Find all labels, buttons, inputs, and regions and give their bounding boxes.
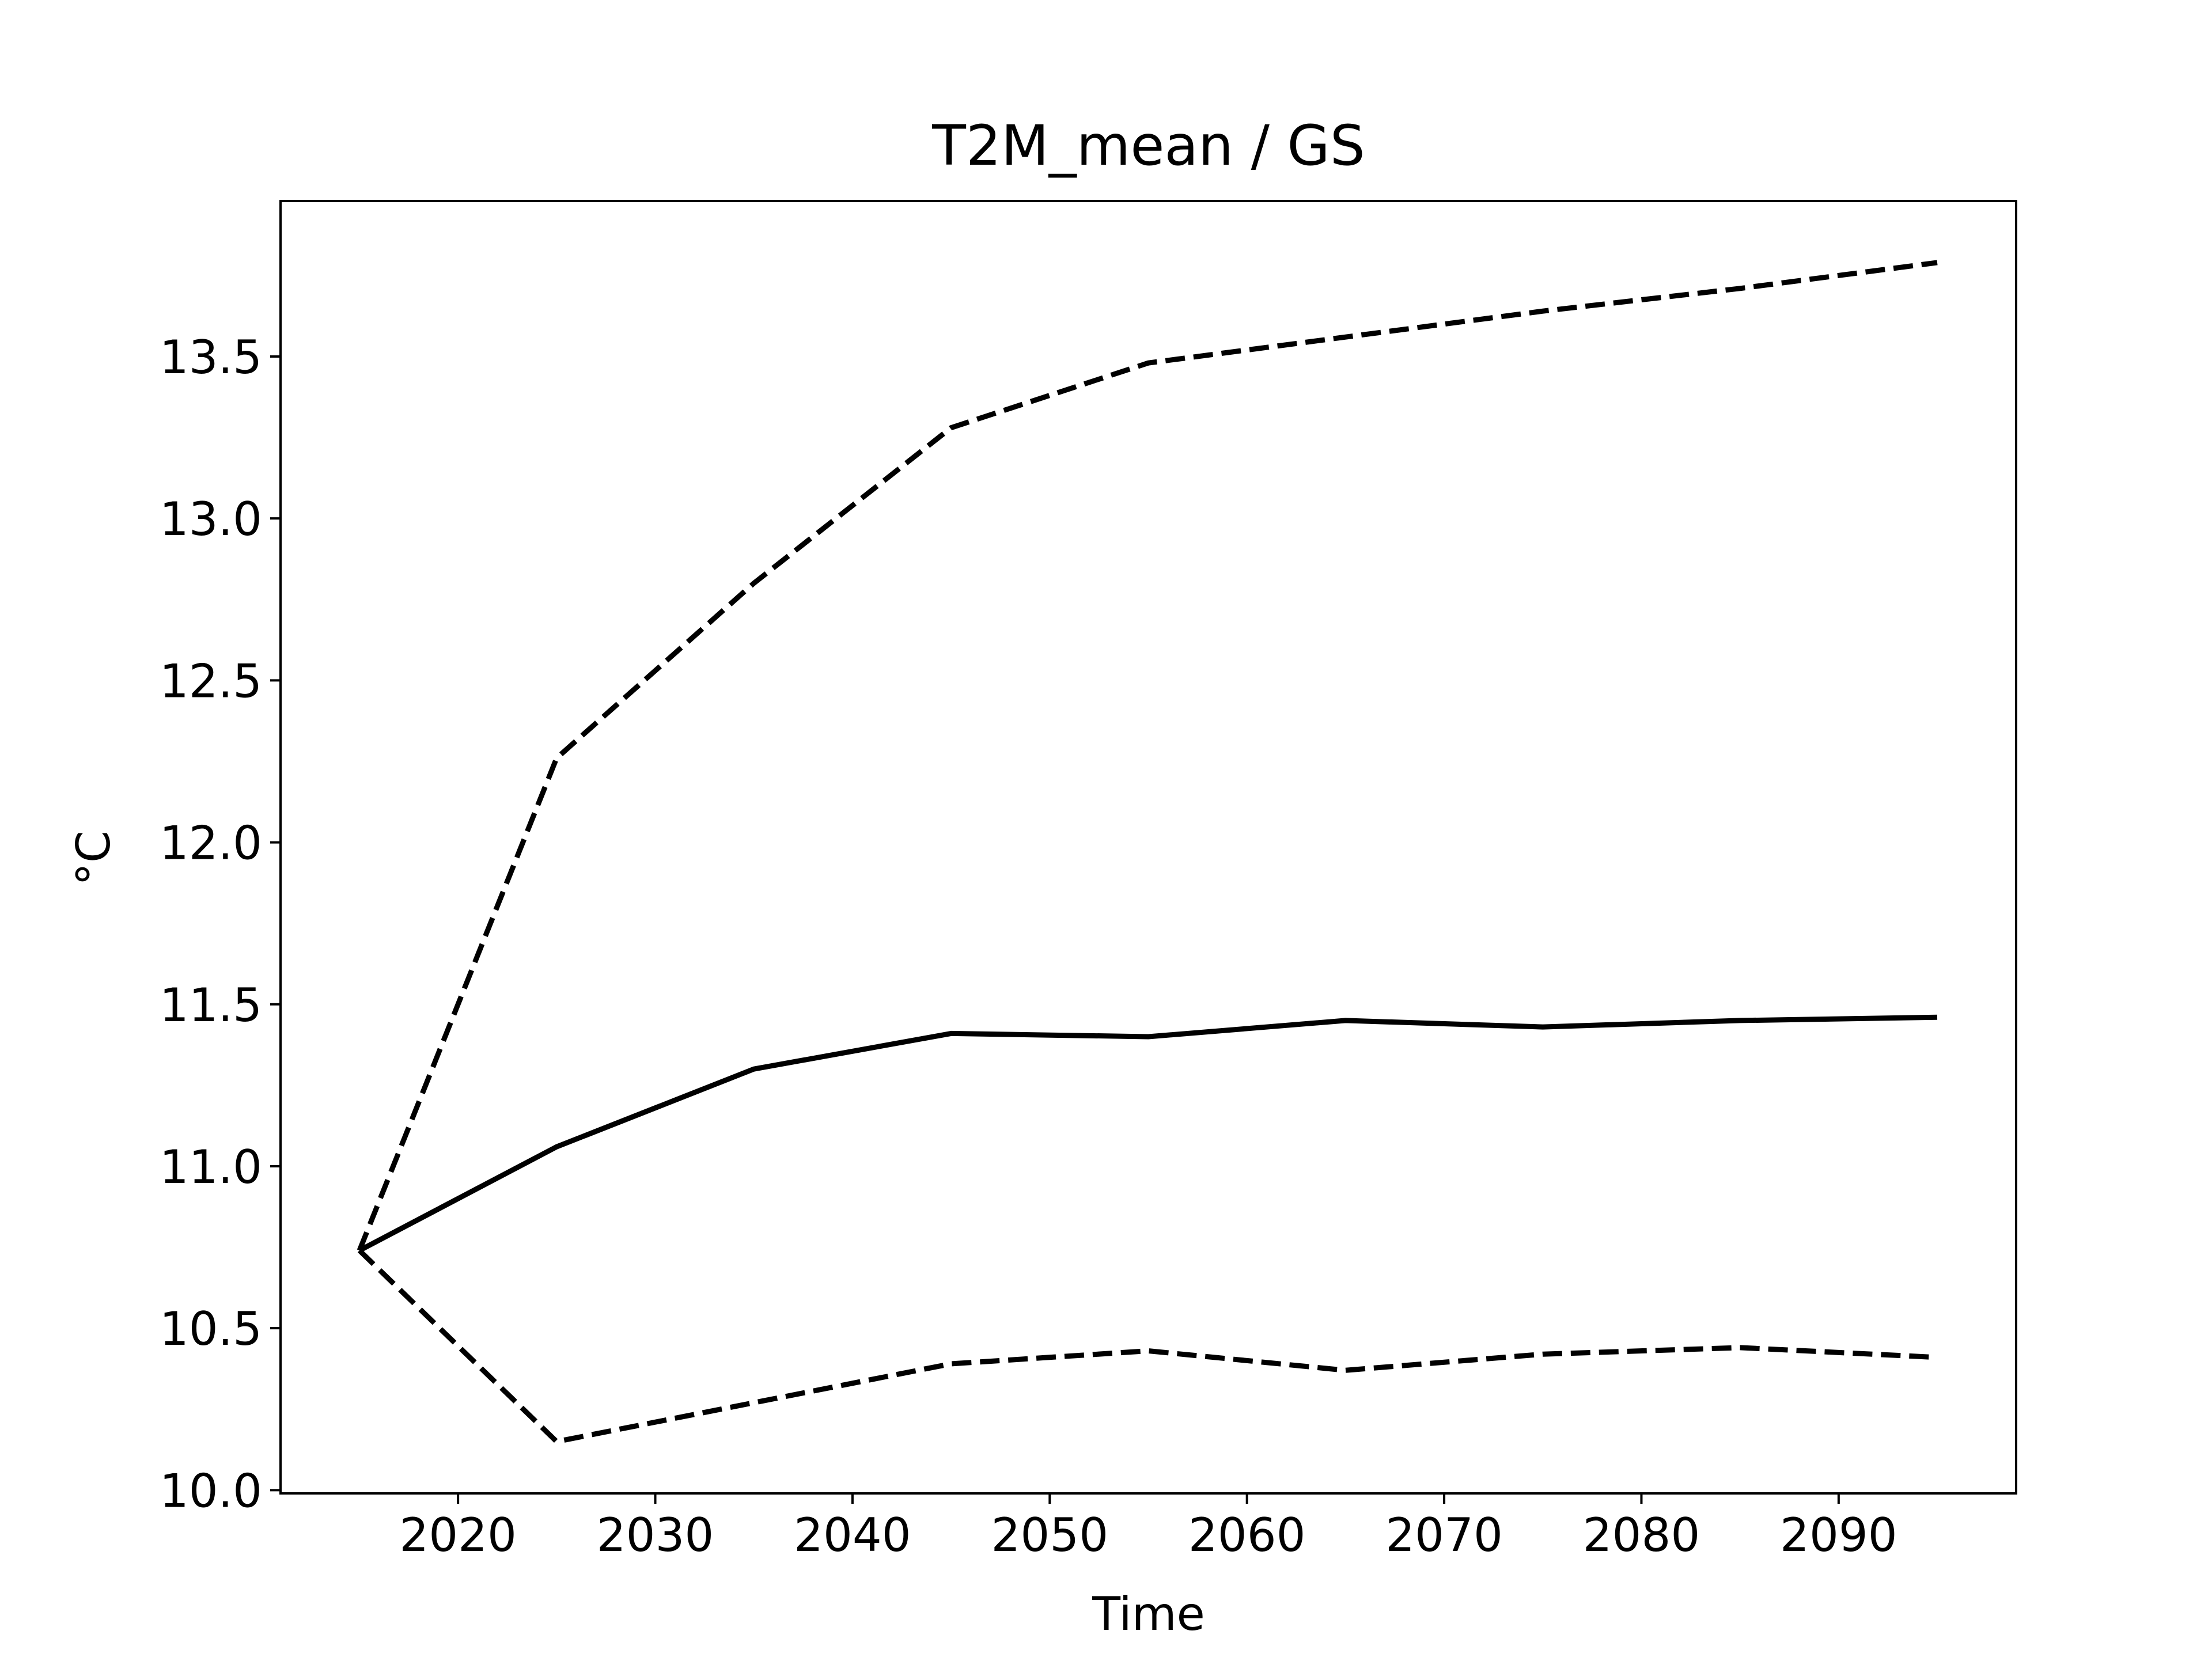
y-axis-label: °C bbox=[67, 830, 120, 886]
x-axis-label: Time bbox=[1092, 1587, 1205, 1641]
x-tick-label: 2050 bbox=[991, 1508, 1109, 1562]
y-tick-label: 11.0 bbox=[160, 1140, 262, 1194]
y-tick-label: 13.5 bbox=[160, 331, 262, 384]
x-tick-label: 2090 bbox=[1780, 1508, 1897, 1562]
series-line-2 bbox=[357, 1248, 1938, 1444]
x-tick-label: 2030 bbox=[597, 1508, 714, 1562]
x-tick-label: 2020 bbox=[399, 1508, 517, 1562]
plot-area: 2020 2030 2040 2050 2060 2070 2080 2090 10.0 10.5… bbox=[160, 200, 2017, 1562]
x-tick-label: 2080 bbox=[1583, 1508, 1700, 1562]
y-tick-label: 10.0 bbox=[160, 1464, 262, 1518]
x-tick-label: 2060 bbox=[1188, 1508, 1306, 1562]
y-tick-label: 13.0 bbox=[160, 492, 262, 546]
y-tick-label: 12.0 bbox=[160, 817, 262, 870]
y-tick-label: 10.5 bbox=[160, 1302, 262, 1356]
chart-title: T2M_mean / GS bbox=[931, 113, 1365, 178]
axes-frame bbox=[279, 200, 2017, 1495]
y-tick-label: 12.5 bbox=[160, 654, 262, 708]
y-tick-label: 11.5 bbox=[160, 979, 262, 1032]
series-line-0 bbox=[358, 1014, 1938, 1253]
x-tick-label: 2070 bbox=[1385, 1508, 1503, 1562]
series-line-1 bbox=[357, 260, 1938, 1252]
x-tick-label: 2040 bbox=[794, 1508, 911, 1562]
